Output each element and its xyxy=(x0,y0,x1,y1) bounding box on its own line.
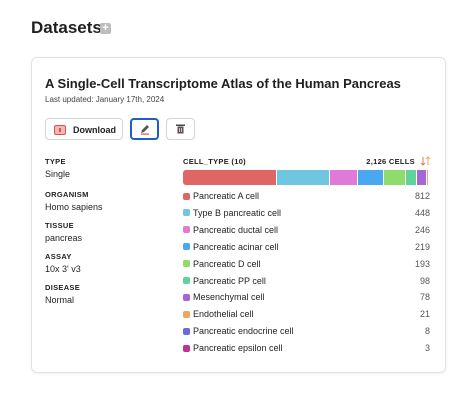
cell-type-name: Pancreatic D cell xyxy=(193,258,261,269)
cell-type-name: Type B pancreatic cell xyxy=(193,207,282,218)
legend-swatch xyxy=(183,209,190,217)
cell-type-name: Mesenchymal cell xyxy=(193,292,265,303)
legend-swatch xyxy=(183,226,190,234)
cell-count: 8 xyxy=(424,326,430,337)
bar-segment xyxy=(417,170,427,185)
download-button[interactable]: Download xyxy=(45,118,123,140)
meta-value: Single xyxy=(45,169,71,179)
cell-type-name: Pancreatic PP cell xyxy=(193,275,266,286)
bar-segment xyxy=(430,170,431,185)
stacked-bar xyxy=(183,170,431,185)
meta-value: 10x 3' v3 xyxy=(45,264,81,274)
bar-segment xyxy=(329,170,359,185)
dataset-title: A Single-Cell Transcriptome Atlas of the… xyxy=(45,76,401,91)
cell-count: 246 xyxy=(414,224,430,235)
bar-segment xyxy=(383,170,407,185)
dataset-card xyxy=(31,57,446,373)
cell-count: 193 xyxy=(414,258,430,269)
legend-swatch xyxy=(183,260,190,268)
meta-label: ASSAY xyxy=(45,252,72,261)
download-label: Download xyxy=(73,125,116,135)
add-button[interactable]: + xyxy=(100,23,111,34)
cell-count: 78 xyxy=(419,292,430,303)
meta-label: ORGANISM xyxy=(45,190,89,199)
download-icon xyxy=(54,125,66,135)
cell-type-name: Pancreatic A cell xyxy=(193,191,260,201)
meta-value: Normal xyxy=(45,295,75,305)
meta-label: DISEASE xyxy=(45,283,81,292)
edit-button[interactable] xyxy=(130,118,159,140)
legend-swatch xyxy=(183,243,190,251)
cell-count: 3 xyxy=(424,343,430,354)
bar-segment xyxy=(429,170,430,185)
legend-swatch xyxy=(183,277,190,284)
cell-count: 21 xyxy=(419,309,430,320)
delete-button[interactable] xyxy=(166,118,195,140)
cell-type-title: CELL_TYPE (10) xyxy=(183,157,246,166)
delete-icon xyxy=(176,124,185,134)
bar-segment xyxy=(183,170,278,185)
cell-type-name: Pancreatic epsilon cell xyxy=(193,343,283,354)
legend-swatch xyxy=(183,327,190,335)
cell-type-name: Endothelial cell xyxy=(193,309,254,320)
cell-type-name: Pancreatic acinar cell xyxy=(193,241,279,252)
bar-segment xyxy=(277,170,330,185)
meta-label: TISSUE xyxy=(45,221,74,230)
meta-value: pancreas xyxy=(45,233,83,243)
cell-count: 448 xyxy=(414,207,430,218)
bar-segment xyxy=(426,170,429,185)
legend-swatch xyxy=(183,310,190,318)
cell-count: 812 xyxy=(414,191,430,201)
edit-icon xyxy=(141,125,149,135)
cell-type-name: Pancreatic ductal cell xyxy=(193,224,279,235)
legend-swatch xyxy=(183,344,190,352)
sort-icon[interactable] xyxy=(420,156,431,166)
bar-segment xyxy=(358,170,384,185)
meta-label: TYPE xyxy=(45,157,66,166)
cell-count: 219 xyxy=(414,241,430,252)
bar-segment xyxy=(406,170,418,185)
total-cells: 2,126 CELLS xyxy=(366,157,415,166)
cell-count: 98 xyxy=(419,275,430,286)
cell-type-name: Pancreatic endocrine cell xyxy=(193,326,294,337)
legend-swatch xyxy=(183,293,190,301)
last-updated: Last updated: January 17th, 2024 xyxy=(45,95,165,104)
meta-value: Homo sapiens xyxy=(45,202,103,212)
legend-swatch xyxy=(183,192,190,200)
page-title: Datasets xyxy=(31,18,102,37)
